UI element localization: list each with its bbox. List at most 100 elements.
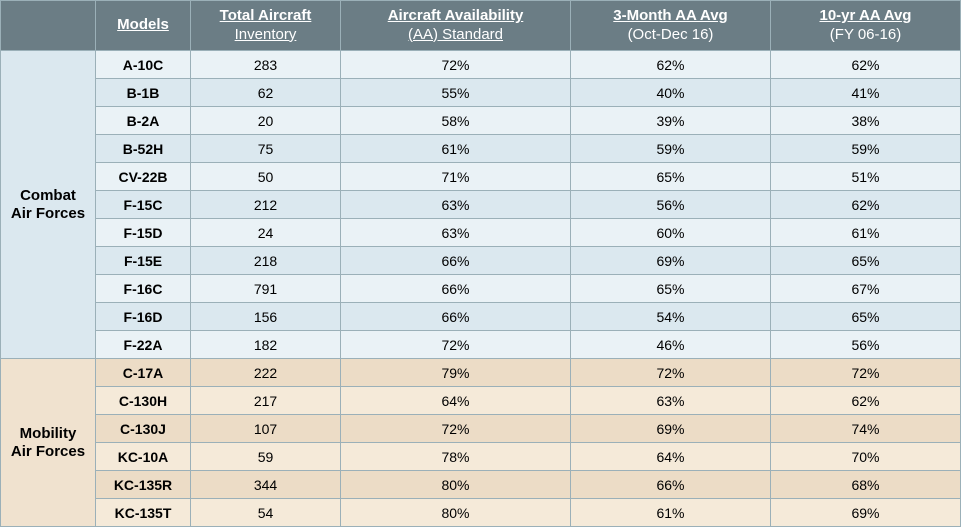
header-inventory: Total Aircraft Inventory	[191, 1, 341, 51]
table-row: MobilityAir ForcesC-17A22279%72%72%	[1, 359, 961, 387]
three-month-cell: 59%	[571, 135, 771, 163]
header-3m-l2: (Oct-Dec 16)	[577, 26, 764, 45]
ten-year-cell: 74%	[771, 415, 961, 443]
aa-standard-cell: 80%	[341, 499, 571, 527]
category-cell: MobilityAir Forces	[1, 359, 96, 527]
model-cell: F-16C	[96, 275, 191, 303]
three-month-cell: 65%	[571, 275, 771, 303]
ten-year-cell: 68%	[771, 471, 961, 499]
header-aa-standard: Aircraft Availability (AA) Standard	[341, 1, 571, 51]
model-cell: A-10C	[96, 51, 191, 79]
model-cell: F-16D	[96, 303, 191, 331]
aa-standard-cell: 78%	[341, 443, 571, 471]
three-month-cell: 61%	[571, 499, 771, 527]
aa-standard-cell: 55%	[341, 79, 571, 107]
model-cell: B-52H	[96, 135, 191, 163]
three-month-cell: 60%	[571, 219, 771, 247]
header-corner	[1, 1, 96, 51]
table-row: KC-10A5978%64%70%	[1, 443, 961, 471]
table-row: C-130H21764%63%62%	[1, 387, 961, 415]
inventory-cell: 791	[191, 275, 341, 303]
table-body: CombatAir ForcesA-10C28372%62%62%B-1B625…	[1, 51, 961, 527]
three-month-cell: 62%	[571, 51, 771, 79]
header-inventory-l1: Total Aircraft	[220, 7, 312, 24]
header-aa-l2: (AA) Standard	[347, 26, 564, 45]
three-month-cell: 65%	[571, 163, 771, 191]
aa-standard-cell: 71%	[341, 163, 571, 191]
inventory-cell: 62	[191, 79, 341, 107]
ten-year-cell: 62%	[771, 51, 961, 79]
model-cell: B-2A	[96, 107, 191, 135]
ten-year-cell: 59%	[771, 135, 961, 163]
aa-standard-cell: 63%	[341, 219, 571, 247]
model-cell: F-22A	[96, 331, 191, 359]
ten-year-cell: 65%	[771, 303, 961, 331]
table-row: CombatAir ForcesA-10C28372%62%62%	[1, 51, 961, 79]
aa-standard-cell: 72%	[341, 331, 571, 359]
model-cell: F-15E	[96, 247, 191, 275]
aa-standard-cell: 58%	[341, 107, 571, 135]
table-row: CV-22B5071%65%51%	[1, 163, 961, 191]
aa-standard-cell: 66%	[341, 275, 571, 303]
inventory-cell: 75	[191, 135, 341, 163]
header-aa-l1: Aircraft Availability	[388, 7, 524, 24]
model-cell: B-1B	[96, 79, 191, 107]
data-table: Models Total Aircraft Inventory Aircraft…	[0, 0, 961, 527]
aa-standard-cell: 66%	[341, 303, 571, 331]
inventory-cell: 107	[191, 415, 341, 443]
inventory-cell: 24	[191, 219, 341, 247]
ten-year-cell: 56%	[771, 331, 961, 359]
header-models-label: Models	[117, 16, 169, 33]
category-cell: CombatAir Forces	[1, 51, 96, 359]
three-month-cell: 46%	[571, 331, 771, 359]
model-cell: C-130H	[96, 387, 191, 415]
table-row: KC-135T5480%61%69%	[1, 499, 961, 527]
inventory-cell: 20	[191, 107, 341, 135]
header-3month: 3-Month AA Avg (Oct-Dec 16)	[571, 1, 771, 51]
three-month-cell: 54%	[571, 303, 771, 331]
category-label-line2: Air Forces	[7, 443, 89, 461]
model-cell: KC-10A	[96, 443, 191, 471]
header-10y-l2: (FY 06-16)	[777, 26, 954, 45]
model-cell: KC-135R	[96, 471, 191, 499]
aa-standard-cell: 72%	[341, 415, 571, 443]
inventory-cell: 59	[191, 443, 341, 471]
model-cell: C-130J	[96, 415, 191, 443]
category-label-line1: Mobility	[7, 425, 89, 443]
table-row: B-1B6255%40%41%	[1, 79, 961, 107]
three-month-cell: 72%	[571, 359, 771, 387]
aircraft-availability-table: Models Total Aircraft Inventory Aircraft…	[0, 0, 961, 526]
ten-year-cell: 51%	[771, 163, 961, 191]
ten-year-cell: 72%	[771, 359, 961, 387]
inventory-cell: 344	[191, 471, 341, 499]
header-3m-l1: 3-Month AA Avg	[613, 7, 727, 24]
model-cell: KC-135T	[96, 499, 191, 527]
model-cell: CV-22B	[96, 163, 191, 191]
table-row: F-15E21866%69%65%	[1, 247, 961, 275]
ten-year-cell: 65%	[771, 247, 961, 275]
ten-year-cell: 38%	[771, 107, 961, 135]
table-row: F-16D15666%54%65%	[1, 303, 961, 331]
category-label-line1: Combat	[7, 187, 89, 205]
inventory-cell: 54	[191, 499, 341, 527]
inventory-cell: 218	[191, 247, 341, 275]
aa-standard-cell: 80%	[341, 471, 571, 499]
table-row: F-16C79166%65%67%	[1, 275, 961, 303]
model-cell: C-17A	[96, 359, 191, 387]
three-month-cell: 69%	[571, 247, 771, 275]
table-row: F-15D2463%60%61%	[1, 219, 961, 247]
ten-year-cell: 69%	[771, 499, 961, 527]
inventory-cell: 182	[191, 331, 341, 359]
header-10y-l1: 10-yr AA Avg	[820, 7, 912, 24]
table-row: F-22A18272%46%56%	[1, 331, 961, 359]
inventory-cell: 156	[191, 303, 341, 331]
inventory-cell: 283	[191, 51, 341, 79]
table-row: KC-135R34480%66%68%	[1, 471, 961, 499]
category-label-line2: Air Forces	[7, 205, 89, 223]
aa-standard-cell: 66%	[341, 247, 571, 275]
inventory-cell: 50	[191, 163, 341, 191]
table-row: C-130J10772%69%74%	[1, 415, 961, 443]
three-month-cell: 69%	[571, 415, 771, 443]
three-month-cell: 40%	[571, 79, 771, 107]
aa-standard-cell: 63%	[341, 191, 571, 219]
